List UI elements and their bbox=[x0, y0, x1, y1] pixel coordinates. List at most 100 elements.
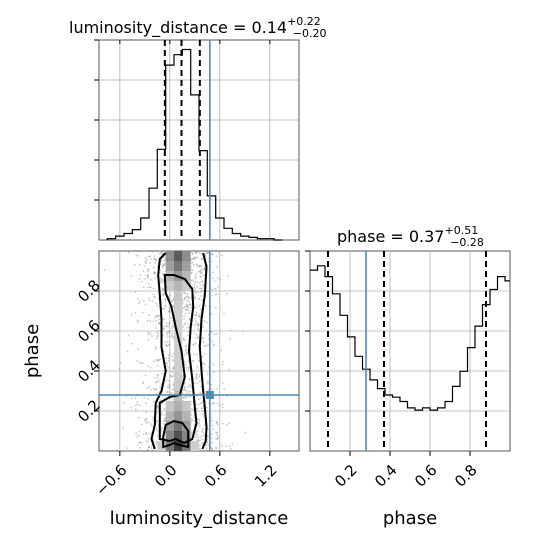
scatter-point bbox=[191, 252, 194, 255]
scatter-point bbox=[196, 256, 199, 259]
scatter-point bbox=[137, 321, 139, 323]
scatter-point bbox=[142, 250, 145, 253]
scatter-point bbox=[164, 340, 167, 343]
scatter-point bbox=[155, 429, 158, 432]
scatter-point bbox=[156, 360, 159, 362]
density-bin bbox=[174, 361, 183, 371]
scatter-point bbox=[146, 422, 148, 424]
scatter-point bbox=[211, 340, 214, 343]
scatter-point bbox=[196, 285, 199, 288]
scatter-point bbox=[126, 350, 129, 353]
scatter-point bbox=[156, 419, 159, 422]
scatter-point bbox=[154, 272, 157, 274]
scatter-point bbox=[147, 286, 150, 289]
scatter-point bbox=[199, 392, 202, 395]
density-bin bbox=[174, 411, 183, 421]
scatter-point bbox=[184, 322, 187, 325]
scatter-point bbox=[221, 382, 224, 385]
scatter-point bbox=[161, 265, 164, 267]
scatter-point bbox=[189, 391, 191, 393]
scatter-point bbox=[141, 311, 144, 314]
scatter-point bbox=[172, 322, 175, 325]
scatter-point bbox=[163, 422, 165, 425]
title-phase: phase = 0.37+0.51 −0.28 bbox=[337, 224, 484, 249]
scatter-point bbox=[183, 306, 186, 309]
scatter-point bbox=[167, 325, 169, 328]
scatter-point bbox=[194, 342, 197, 344]
scatter-point bbox=[183, 291, 185, 293]
scatter-point bbox=[125, 395, 128, 398]
scatter-point bbox=[166, 333, 169, 336]
scatter-point bbox=[195, 337, 197, 339]
scatter-point bbox=[155, 347, 158, 350]
scatter-point bbox=[159, 279, 162, 282]
scatter-point bbox=[121, 427, 124, 429]
scatter-point bbox=[168, 387, 171, 390]
scatter-point bbox=[199, 448, 202, 451]
scatter-point bbox=[159, 386, 162, 388]
scatter-point bbox=[172, 337, 175, 340]
scatter-point bbox=[226, 424, 228, 426]
scatter-point bbox=[225, 445, 228, 448]
scatter-point bbox=[191, 262, 194, 264]
scatter-point bbox=[201, 355, 204, 358]
density-bin bbox=[174, 441, 183, 451]
scatter-point bbox=[201, 363, 204, 366]
scatter-point bbox=[215, 332, 218, 335]
scatter-point bbox=[183, 315, 186, 317]
scatter-point bbox=[197, 315, 200, 317]
scatter-point bbox=[170, 317, 173, 319]
scatter-point bbox=[165, 379, 168, 382]
scatter-point bbox=[167, 336, 169, 338]
scatter-point bbox=[152, 419, 155, 421]
scatter-point bbox=[199, 444, 202, 446]
scatter-point bbox=[171, 335, 174, 338]
scatter-point bbox=[151, 335, 153, 337]
scatter-point bbox=[138, 449, 141, 452]
scatter-point bbox=[219, 404, 221, 407]
scatter-point bbox=[193, 283, 196, 286]
scatter-point bbox=[155, 314, 158, 317]
scatter-point bbox=[198, 305, 200, 307]
scatter-point bbox=[211, 288, 214, 291]
scatter-point bbox=[134, 404, 137, 407]
scatter-point bbox=[210, 260, 213, 262]
scatter-point bbox=[148, 421, 151, 424]
scatter-point bbox=[166, 365, 169, 368]
scatter-point bbox=[190, 279, 193, 282]
scatter-point bbox=[171, 332, 174, 335]
scatter-point bbox=[138, 434, 140, 436]
scatter-point bbox=[197, 291, 200, 294]
scatter-point bbox=[194, 251, 197, 253]
scatter-point bbox=[136, 435, 139, 438]
scatter-point bbox=[172, 352, 175, 355]
scatter-point bbox=[127, 251, 130, 254]
density-bin bbox=[182, 261, 191, 271]
scatter-point bbox=[164, 325, 167, 327]
scatter-point bbox=[152, 400, 155, 403]
scatter-point bbox=[183, 318, 186, 320]
scatter-point bbox=[164, 300, 167, 303]
scatter-point bbox=[188, 368, 190, 370]
scatter-point bbox=[192, 279, 195, 282]
contour-inner bbox=[162, 419, 190, 449]
x-tick-label-phase: 0.8 bbox=[451, 461, 481, 491]
scatter-point bbox=[193, 286, 196, 289]
scatter-point bbox=[140, 441, 143, 444]
scatter-point bbox=[153, 271, 156, 273]
scatter-point bbox=[197, 323, 199, 326]
scatter-point bbox=[172, 384, 175, 386]
scatter-point bbox=[212, 344, 215, 347]
scatter-point bbox=[203, 344, 206, 347]
x-tick-label-phase: 0.4 bbox=[371, 461, 401, 491]
scatter-point bbox=[153, 257, 156, 260]
scatter-point bbox=[214, 306, 217, 309]
scatter-point bbox=[202, 341, 205, 343]
scatter-point bbox=[143, 396, 146, 399]
scatter-point bbox=[169, 385, 171, 387]
scatter-point bbox=[119, 361, 122, 364]
scatter-point bbox=[193, 314, 196, 316]
scatter-point bbox=[185, 346, 187, 348]
scatter-point bbox=[141, 362, 144, 365]
scatter-point bbox=[231, 443, 234, 446]
